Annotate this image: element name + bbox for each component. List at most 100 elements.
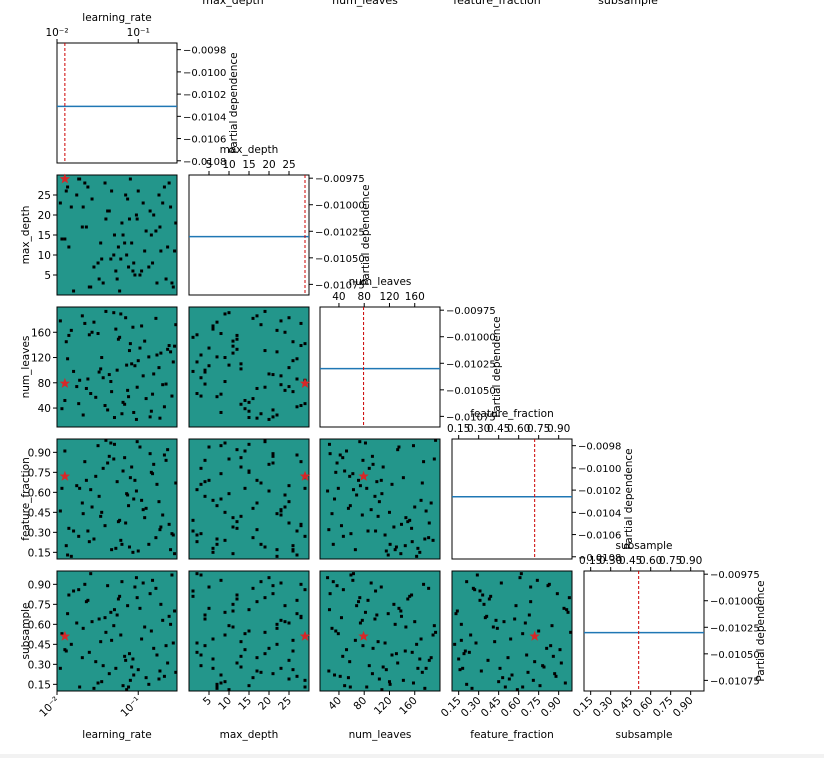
sample-point <box>279 666 283 670</box>
sample-point <box>380 492 384 496</box>
sample-point <box>506 656 510 660</box>
sample-point <box>211 324 215 328</box>
sample-point <box>203 382 207 386</box>
sample-point <box>106 408 110 412</box>
sample-point <box>563 681 567 685</box>
sample-point <box>127 349 131 353</box>
sample-point <box>157 677 161 681</box>
sample-point <box>415 642 419 646</box>
sample-point <box>287 658 291 662</box>
sample-point <box>112 442 116 446</box>
sample-point <box>75 193 79 197</box>
sample-point <box>227 688 231 692</box>
sample-point <box>133 585 137 589</box>
sample-point <box>336 486 340 490</box>
sample-point <box>327 528 331 532</box>
sample-point <box>130 465 134 469</box>
sample-point <box>381 665 385 669</box>
sample-point <box>90 197 94 201</box>
x-tick-label: 0.30 <box>591 695 616 720</box>
sample-point <box>83 181 87 185</box>
sample-point <box>303 534 307 538</box>
sample-point <box>92 320 96 324</box>
y-tick-label: 0.15 <box>28 679 51 691</box>
sample-point <box>154 586 158 590</box>
dependence-panel <box>319 306 441 428</box>
sample-point <box>432 624 436 628</box>
sample-point <box>81 413 85 417</box>
sample-point <box>361 458 365 462</box>
top-axis-label: num_leaves <box>349 276 412 288</box>
best-point-star <box>299 377 311 388</box>
sample-point <box>123 654 127 658</box>
sample-point <box>84 600 88 604</box>
sample-point <box>404 516 408 520</box>
sample-point <box>152 462 156 466</box>
sample-point <box>469 633 473 637</box>
top-tick-label: 10 <box>222 159 235 171</box>
sample-point <box>191 369 195 373</box>
sample-point <box>410 540 414 544</box>
sample-point <box>453 642 457 646</box>
sample-point <box>110 548 114 552</box>
sample-point <box>434 630 438 634</box>
sample-point <box>275 548 279 552</box>
sample-point <box>72 369 76 373</box>
sample-point <box>427 658 431 662</box>
sample-point <box>173 344 177 348</box>
sample-point <box>148 209 152 213</box>
sample-point <box>287 316 291 320</box>
sample-point <box>136 359 140 363</box>
best-point-star <box>59 377 71 388</box>
top-tick-label: 0.15 <box>579 555 602 567</box>
sample-point <box>99 514 103 518</box>
sample-point <box>283 388 287 392</box>
x-tick-label: 0.90 <box>671 695 696 720</box>
sample-point <box>104 438 108 442</box>
sample-point <box>375 480 379 484</box>
sample-point <box>275 554 279 558</box>
sample-point <box>394 652 398 656</box>
sample-point <box>77 402 81 406</box>
sample-point <box>251 676 255 680</box>
sample-point <box>127 265 131 269</box>
sample-point <box>191 589 195 593</box>
sample-point <box>341 588 345 592</box>
sample-point <box>502 620 506 624</box>
sample-point <box>533 660 537 664</box>
sample-point <box>124 521 128 525</box>
sample-point <box>219 444 223 448</box>
scatter-panel <box>451 570 573 692</box>
sample-point <box>388 542 392 546</box>
sample-point <box>259 580 263 584</box>
sample-point <box>434 438 438 442</box>
clipped-top-label: num_leaves <box>332 0 398 7</box>
sample-point <box>413 620 417 624</box>
scatter-panel <box>56 570 178 692</box>
sample-point <box>374 529 378 533</box>
best-point-star <box>59 173 71 184</box>
sample-point <box>410 526 414 530</box>
sample-point <box>58 509 62 513</box>
sample-point <box>227 311 231 315</box>
sample-point <box>275 350 279 354</box>
sample-point <box>171 641 175 645</box>
top-tick-label: 0.30 <box>467 423 490 435</box>
sample-point <box>231 339 235 343</box>
sample-point <box>251 316 255 320</box>
sample-point <box>223 441 227 445</box>
dependence-axis-label: Partial dependence <box>491 316 503 417</box>
y-tick-label: 160 <box>31 327 51 339</box>
dependence-panel <box>188 174 310 296</box>
plot-root: max_depth num_leaves feature_fraction subsa… <box>20 0 767 741</box>
sample-point <box>195 488 199 492</box>
sample-point <box>215 504 219 508</box>
top-tick-label: 40 <box>332 291 345 303</box>
sample-point <box>478 598 482 602</box>
sample-point <box>60 237 64 241</box>
sample-point <box>211 498 215 502</box>
sample-point <box>115 480 119 484</box>
sample-point <box>99 367 103 371</box>
x-tick-label: 10⁻² <box>37 695 62 720</box>
